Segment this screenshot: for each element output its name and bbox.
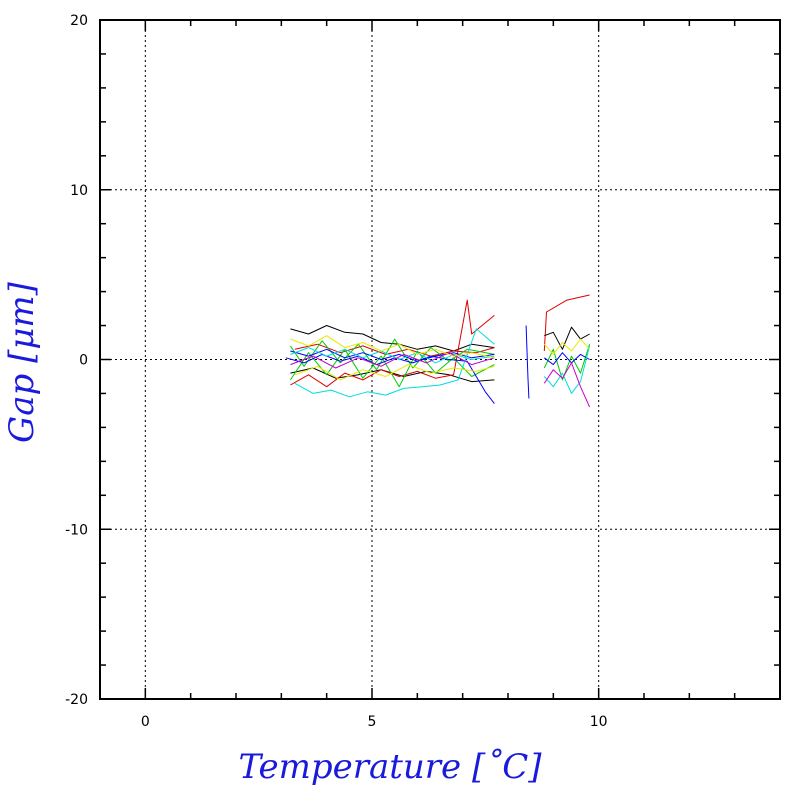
y-tick-label: 0 [79, 353, 88, 369]
y-tick-label: -10 [65, 522, 88, 538]
series-line [543, 338, 590, 355]
series-line [290, 299, 495, 388]
series-line [290, 335, 495, 359]
tick-labels: 0 5 10 20 10 0 -10 -20 [65, 13, 607, 730]
series-line [544, 326, 590, 350]
data-series [285, 294, 591, 408]
series-line [543, 362, 591, 408]
axis-ticks [99, 19, 781, 700]
series-line [289, 348, 495, 388]
y-tick-label: -20 [65, 692, 88, 708]
series-line [525, 325, 530, 399]
series-line [290, 325, 495, 352]
x-tick-label: 0 [141, 714, 150, 730]
y-tick-label: 20 [70, 13, 88, 29]
x-axis-title: Temperature [˚C] [238, 747, 542, 787]
series-line [543, 352, 590, 366]
series-line [543, 294, 590, 352]
series-line [543, 345, 591, 394]
y-axis-title: Gap [μm] [2, 281, 42, 443]
y-tick-label: 10 [70, 183, 88, 199]
x-tick-label: 10 [590, 714, 608, 730]
x-tick-label: 5 [368, 714, 377, 730]
series-line [290, 348, 495, 362]
series-line [290, 352, 495, 369]
series-line [294, 328, 495, 398]
series-line [294, 364, 495, 381]
grid-lines [100, 20, 780, 699]
